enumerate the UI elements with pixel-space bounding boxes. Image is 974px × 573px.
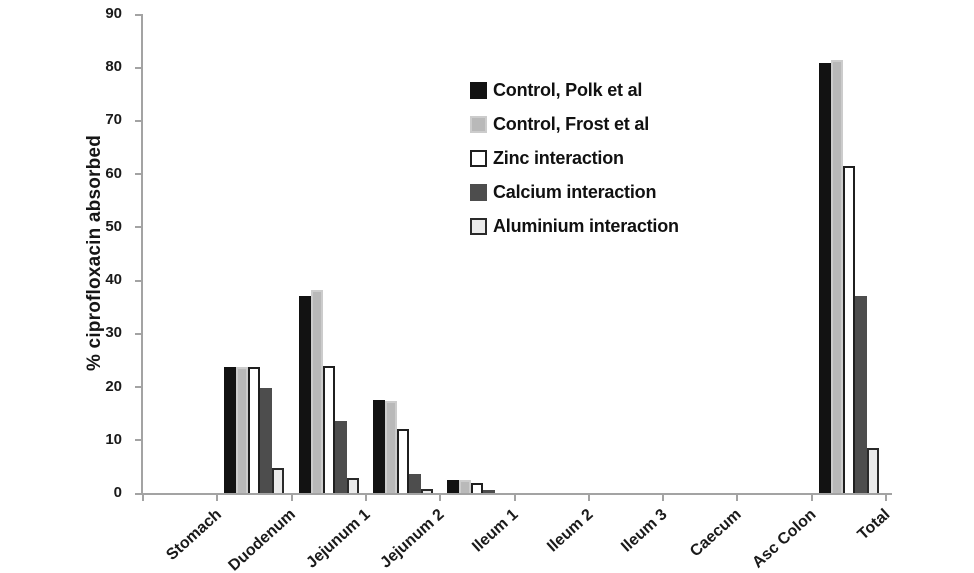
x-category-label: Duodenum bbox=[225, 506, 299, 573]
bar bbox=[346, 477, 359, 493]
y-tick-label: 60 bbox=[105, 164, 122, 182]
y-tick-label: 80 bbox=[105, 58, 122, 76]
bar bbox=[224, 366, 237, 493]
bar bbox=[866, 447, 879, 493]
x-axis-tick bbox=[142, 495, 144, 501]
bar bbox=[298, 296, 311, 493]
bar bbox=[373, 399, 386, 493]
y-tick-label: 50 bbox=[105, 217, 122, 235]
legend-swatch bbox=[470, 218, 487, 235]
bar bbox=[334, 421, 347, 493]
legend-swatch bbox=[470, 184, 487, 201]
x-category-label: Caecum bbox=[687, 506, 745, 561]
bar bbox=[854, 296, 867, 493]
x-axis-line bbox=[139, 493, 892, 495]
x-category-label: Jejunum 1 bbox=[303, 506, 374, 572]
x-axis-tick bbox=[885, 495, 887, 501]
x-category-label: Total bbox=[854, 506, 894, 544]
chart-legend: Control, Polk et al Control, Frost et al Z… bbox=[470, 80, 679, 252]
y-axis-tick bbox=[135, 226, 141, 229]
legend-label: Calcium interaction bbox=[493, 182, 657, 202]
y-axis-tick bbox=[135, 119, 141, 122]
legend-item: Control, Polk et al bbox=[470, 80, 679, 100]
y-axis-line bbox=[141, 14, 143, 495]
bar bbox=[397, 428, 410, 493]
y-axis-tick bbox=[135, 386, 141, 389]
y-tick-label: 0 bbox=[113, 484, 122, 501]
y-axis-tick bbox=[135, 279, 141, 282]
legend-label: Control, Frost et al bbox=[493, 114, 650, 134]
y-axis-tick bbox=[135, 332, 141, 335]
x-category-label: Stomach bbox=[163, 506, 225, 564]
bar bbox=[322, 366, 335, 493]
y-tick-label: 30 bbox=[105, 324, 122, 342]
bar bbox=[409, 473, 422, 493]
y-axis-tick bbox=[135, 13, 141, 16]
bar bbox=[483, 490, 496, 493]
bar bbox=[830, 60, 843, 493]
bar bbox=[421, 489, 434, 493]
bar bbox=[471, 482, 484, 493]
y-axis-tick bbox=[135, 492, 141, 495]
x-category-label: Ileum 1 bbox=[469, 506, 522, 556]
x-axis-tick bbox=[736, 495, 739, 501]
x-category-label: Jejunum 2 bbox=[377, 506, 448, 572]
bar bbox=[248, 366, 261, 493]
legend-swatch bbox=[470, 82, 487, 99]
x-axis-tick bbox=[216, 495, 219, 501]
y-axis-tick bbox=[135, 439, 141, 442]
x-category-label: Ileum 2 bbox=[543, 506, 597, 556]
y-tick-label: 70 bbox=[105, 111, 122, 129]
legend-label: Control, Polk et al bbox=[493, 80, 643, 100]
bar bbox=[385, 401, 398, 493]
legend-item: Calcium interaction bbox=[470, 182, 679, 202]
x-axis-tick bbox=[364, 495, 367, 501]
x-category-label: Asc Colon bbox=[748, 506, 820, 572]
y-tick-label: 10 bbox=[105, 430, 122, 448]
legend-item: Control, Frost et al bbox=[470, 114, 679, 134]
x-category-label: Ileum 3 bbox=[618, 506, 671, 556]
legend-item: Zinc interaction bbox=[470, 148, 679, 168]
x-axis-tick bbox=[290, 495, 293, 501]
legend-item: Aluminium interaction bbox=[470, 216, 679, 236]
x-axis-tick bbox=[587, 495, 590, 501]
bar bbox=[818, 62, 831, 493]
y-tick-label: 40 bbox=[105, 271, 122, 289]
bar bbox=[272, 467, 285, 493]
y-axis-tick bbox=[135, 66, 141, 69]
bar bbox=[236, 366, 249, 493]
x-axis-tick bbox=[810, 495, 813, 501]
bar bbox=[459, 480, 472, 493]
legend-swatch bbox=[470, 150, 487, 167]
bar bbox=[310, 289, 323, 493]
legend-label: Zinc interaction bbox=[493, 148, 624, 168]
legend-swatch bbox=[470, 116, 487, 133]
y-tick-label: 20 bbox=[105, 377, 122, 395]
x-axis-tick bbox=[662, 495, 665, 501]
y-tick-label: 90 bbox=[105, 5, 122, 22]
legend-label: Aluminium interaction bbox=[493, 216, 679, 236]
y-axis-tick bbox=[135, 173, 141, 176]
bar bbox=[447, 479, 460, 493]
bar bbox=[842, 166, 855, 493]
x-axis-tick bbox=[439, 495, 442, 501]
x-axis-tick bbox=[513, 495, 516, 501]
bar bbox=[260, 387, 273, 493]
